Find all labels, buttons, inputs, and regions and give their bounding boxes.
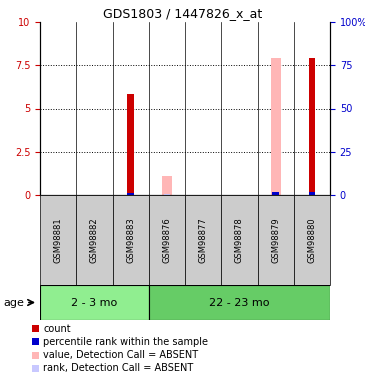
Text: GSM98878: GSM98878 (235, 217, 244, 263)
Bar (76, 195, 112, 285)
Bar (270, 58, 281, 195)
Bar (309, 192, 315, 195)
Text: 22 - 23 mo: 22 - 23 mo (209, 297, 270, 307)
Bar (112, 195, 149, 285)
Text: GSM98877: GSM98877 (199, 217, 208, 263)
Bar (32, 325, 39, 332)
Bar (40, 285, 149, 320)
Text: GDS1803 / 1447826_x_at: GDS1803 / 1447826_x_at (103, 7, 262, 20)
Bar (221, 195, 257, 285)
Text: percentile rank within the sample: percentile rank within the sample (43, 337, 208, 347)
Bar (127, 94, 134, 195)
Bar (149, 195, 185, 285)
Text: GSM98876: GSM98876 (162, 217, 172, 263)
Text: GSM98880: GSM98880 (307, 217, 316, 263)
Text: count: count (43, 324, 70, 334)
Bar (185, 195, 221, 285)
Text: GSM98882: GSM98882 (90, 217, 99, 263)
Bar (127, 193, 134, 195)
Text: age: age (3, 297, 24, 307)
Bar (40, 195, 76, 285)
Bar (272, 192, 279, 195)
Text: GSM98881: GSM98881 (54, 217, 63, 263)
Bar (149, 285, 330, 320)
Text: 2 - 3 mo: 2 - 3 mo (71, 297, 118, 307)
Bar (272, 192, 279, 195)
Bar (309, 58, 315, 195)
Bar (32, 352, 39, 358)
Text: value, Detection Call = ABSENT: value, Detection Call = ABSENT (43, 350, 198, 360)
Text: rank, Detection Call = ABSENT: rank, Detection Call = ABSENT (43, 363, 193, 374)
Bar (32, 338, 39, 345)
Bar (294, 195, 330, 285)
Bar (162, 176, 172, 195)
Text: GSM98879: GSM98879 (271, 217, 280, 263)
Bar (257, 195, 294, 285)
Text: GSM98883: GSM98883 (126, 217, 135, 263)
Bar (32, 365, 39, 372)
